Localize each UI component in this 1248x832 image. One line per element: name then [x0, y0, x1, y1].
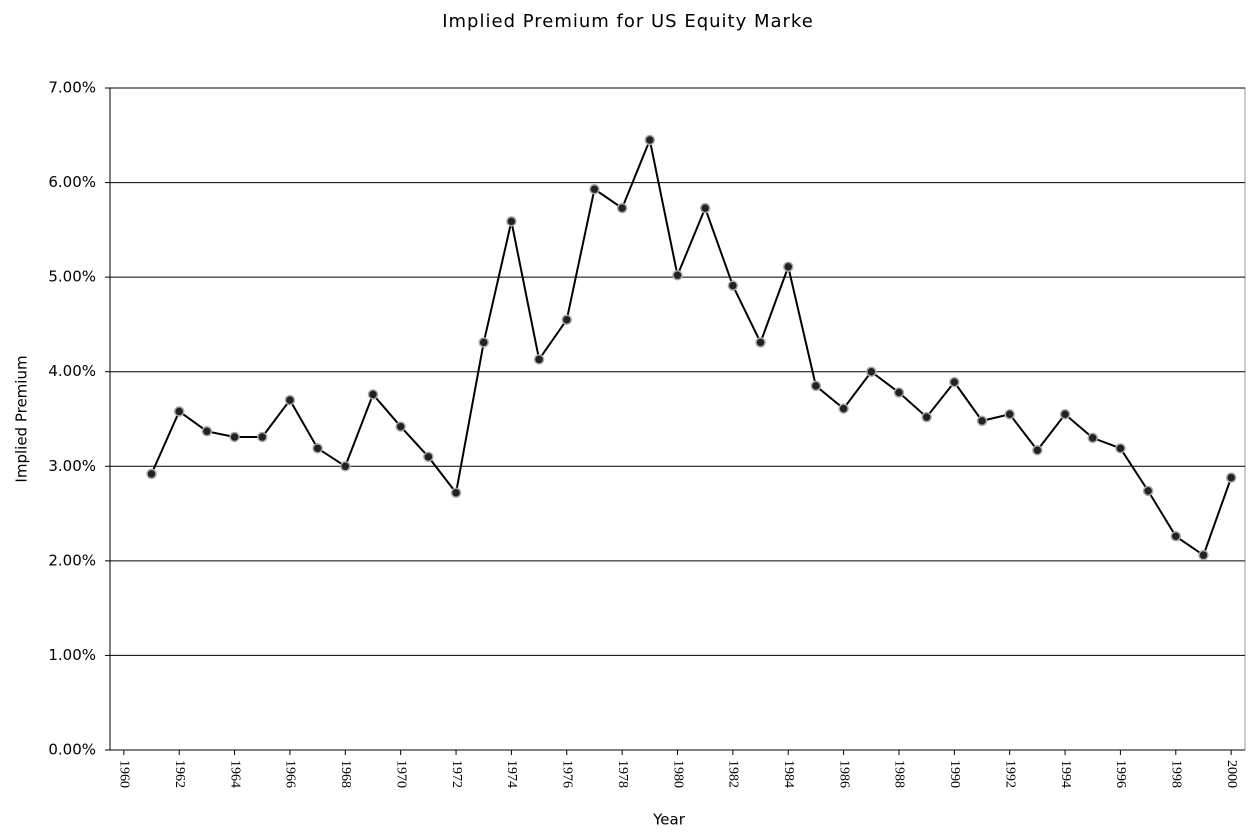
- y-tick-label: 0.00%: [48, 741, 96, 759]
- x-tick-label: 2000: [1224, 760, 1239, 788]
- x-tick-label: 1992: [1002, 760, 1017, 788]
- marker: [1225, 472, 1237, 483]
- x-tick-label: 1990: [947, 760, 962, 788]
- x-tick-label: 1982: [726, 760, 741, 788]
- marker: [201, 426, 213, 437]
- chart-title: Implied Premium for US Equity Marke: [442, 11, 814, 32]
- y-tick-label: 3.00%: [48, 457, 96, 475]
- x-tick-label: 1972: [449, 760, 464, 788]
- y-tick-label: 6.00%: [48, 173, 96, 191]
- marker: [838, 403, 849, 414]
- marker: [1059, 409, 1071, 420]
- marker: [367, 389, 379, 400]
- x-tick-label: 1960: [117, 760, 132, 788]
- y-tick-label: 5.00%: [48, 268, 96, 286]
- marker: [478, 337, 489, 348]
- x-tick-label: 1994: [1058, 760, 1073, 788]
- plot-area: [109, 87, 1246, 751]
- marker: [146, 468, 157, 480]
- y-tick-label: 7.00%: [48, 79, 96, 97]
- marker: [921, 411, 932, 423]
- marker: [589, 183, 600, 195]
- x-tick-label: 1966: [283, 760, 298, 788]
- marker: [257, 431, 268, 443]
- marker: [284, 394, 296, 406]
- y-tick-label: 4.00%: [48, 362, 96, 380]
- marker: [561, 314, 573, 325]
- marker: [616, 202, 628, 214]
- x-tick-label: 1988: [892, 760, 907, 788]
- marker: [1198, 549, 1209, 561]
- x-tick-label: 1974: [504, 760, 519, 788]
- marker: [866, 366, 877, 377]
- marker: [1170, 531, 1182, 542]
- line: [150, 136, 1233, 557]
- marker: [229, 431, 240, 443]
- marker: [1087, 432, 1098, 444]
- marker: [949, 376, 960, 388]
- x-tick-label: 1980: [670, 760, 685, 788]
- marker: [1032, 444, 1043, 456]
- marker: [976, 415, 988, 427]
- y-tick-label: 1.00%: [48, 646, 96, 664]
- y-axis-label: Implied Premium: [13, 355, 31, 482]
- x-tick-label: 1978: [615, 760, 630, 788]
- marker: [395, 421, 406, 432]
- x-tick-label: 1968: [338, 760, 353, 788]
- marker: [727, 280, 739, 291]
- x-tick-label: 1984: [781, 760, 796, 788]
- marker: [1115, 443, 1126, 454]
- marker: [644, 134, 656, 146]
- marker: [506, 216, 517, 227]
- marker: [672, 270, 683, 281]
- x-tick-label: 1986: [836, 760, 851, 788]
- y-tick-label: 2.00%: [48, 551, 96, 569]
- marker: [699, 202, 711, 214]
- marker: [173, 406, 185, 417]
- x-tick-label: 1964: [227, 760, 242, 788]
- x-tick-label: 1998: [1169, 760, 1184, 788]
- marker: [423, 451, 434, 463]
- marker: [1004, 409, 1015, 420]
- x-tick-label: 1962: [172, 760, 187, 788]
- marker: [533, 354, 545, 365]
- x-tick-label: 1996: [1113, 760, 1128, 788]
- marker: [782, 261, 794, 272]
- marker: [450, 487, 462, 499]
- marker: [312, 443, 323, 454]
- marker: [893, 387, 905, 398]
- marker: [340, 461, 351, 472]
- x-tick-label: 1970: [393, 760, 408, 788]
- x-tick-label: 1976: [560, 760, 575, 788]
- marker: [1142, 485, 1154, 497]
- marker: [755, 337, 766, 348]
- x-axis-label: Year: [652, 811, 686, 829]
- marker: [810, 380, 822, 392]
